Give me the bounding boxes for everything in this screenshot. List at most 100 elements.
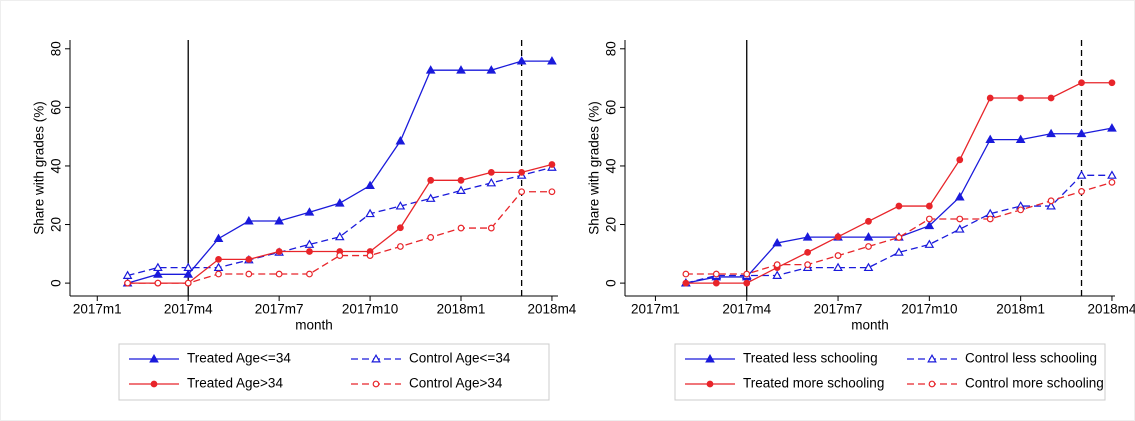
marker [1108, 178, 1116, 186]
marker [712, 279, 720, 287]
marker [456, 185, 466, 195]
legend-marker [372, 380, 380, 388]
marker [365, 208, 375, 218]
marker [487, 168, 495, 176]
marker [863, 262, 874, 272]
marker [743, 270, 751, 278]
marker [396, 243, 404, 250]
marker [395, 136, 406, 145]
marker [154, 279, 162, 287]
marker [306, 270, 313, 278]
marker [427, 234, 435, 241]
marker [1047, 197, 1055, 205]
marker [985, 134, 996, 144]
legend-label: Treated Age>34 [187, 376, 283, 391]
legend-label: Control more schooling [965, 376, 1104, 391]
marker [712, 270, 720, 278]
x-tick-label: 2017m4 [722, 302, 771, 317]
marker [1108, 79, 1116, 87]
marker [518, 188, 526, 196]
marker [863, 232, 874, 241]
marker [274, 216, 284, 225]
marker [986, 215, 994, 223]
y-tick-label: 0 [604, 279, 619, 287]
legend-label: Control Age<=34 [409, 351, 511, 366]
marker [183, 269, 194, 278]
marker [954, 224, 965, 233]
x-tick-label: 2017m1 [631, 302, 680, 317]
marker [427, 176, 435, 184]
legend-marker [927, 353, 937, 363]
legend-marker [706, 380, 714, 388]
marker [895, 234, 903, 241]
x-tick-label: 2017m1 [73, 302, 122, 317]
x-axis-title: month [851, 318, 889, 333]
marker [518, 168, 526, 176]
marker [1015, 134, 1026, 144]
marker [275, 248, 283, 255]
marker [986, 94, 994, 102]
series-line [685, 174, 1112, 284]
y-tick-label: 60 [49, 100, 64, 115]
marker [1107, 123, 1117, 132]
marker [682, 270, 690, 278]
marker [304, 207, 315, 216]
marker [245, 270, 253, 278]
marker [804, 248, 812, 256]
legend-marker [371, 353, 381, 363]
marker [334, 198, 345, 207]
marker [457, 176, 465, 184]
x-tick-label: 2017m7 [814, 302, 863, 317]
marker [547, 56, 557, 65]
marker [153, 262, 163, 272]
marker [486, 65, 497, 74]
marker [865, 217, 872, 225]
marker [184, 279, 192, 287]
marker [802, 232, 813, 241]
marker [548, 188, 556, 196]
marker [1107, 170, 1117, 179]
marker [153, 269, 163, 278]
marker [457, 224, 465, 232]
marker [215, 270, 222, 278]
legend-label: Treated Age<=34 [187, 351, 291, 366]
x-tick-label: 2018m1 [996, 302, 1045, 317]
marker [1046, 201, 1056, 210]
marker [124, 279, 131, 287]
x-tick-label: 2018m4 [528, 302, 577, 317]
y-tick-label: 80 [49, 41, 64, 56]
marker [243, 216, 254, 225]
y-tick-label: 80 [604, 41, 619, 56]
y-tick-label: 60 [604, 100, 619, 115]
marker [743, 279, 751, 287]
legend-marker [150, 380, 158, 388]
marker [1017, 94, 1025, 102]
marker [486, 177, 497, 187]
marker [1078, 79, 1085, 87]
y-tick-label: 40 [604, 158, 619, 173]
marker [456, 65, 466, 74]
marker [1078, 188, 1085, 195]
marker [425, 65, 436, 74]
legend-label: Control less schooling [965, 351, 1097, 366]
marker [215, 255, 222, 263]
marker [1047, 94, 1055, 102]
marker [894, 247, 904, 256]
marker [772, 270, 783, 279]
y-tick-label: 20 [49, 217, 64, 232]
legend-label: Treated less schooling [743, 351, 878, 366]
marker [682, 279, 690, 287]
series-line [127, 166, 553, 277]
marker [925, 215, 933, 223]
marker [1046, 128, 1056, 138]
marker [213, 233, 224, 243]
marker [183, 262, 194, 272]
marker [275, 270, 283, 278]
marker [365, 180, 375, 190]
marker [1076, 128, 1087, 138]
x-tick-label: 2017m4 [164, 302, 213, 317]
marker [956, 215, 964, 223]
x-tick-label: 2018m1 [437, 302, 486, 317]
legend-marker [928, 380, 936, 388]
marker [304, 239, 315, 248]
